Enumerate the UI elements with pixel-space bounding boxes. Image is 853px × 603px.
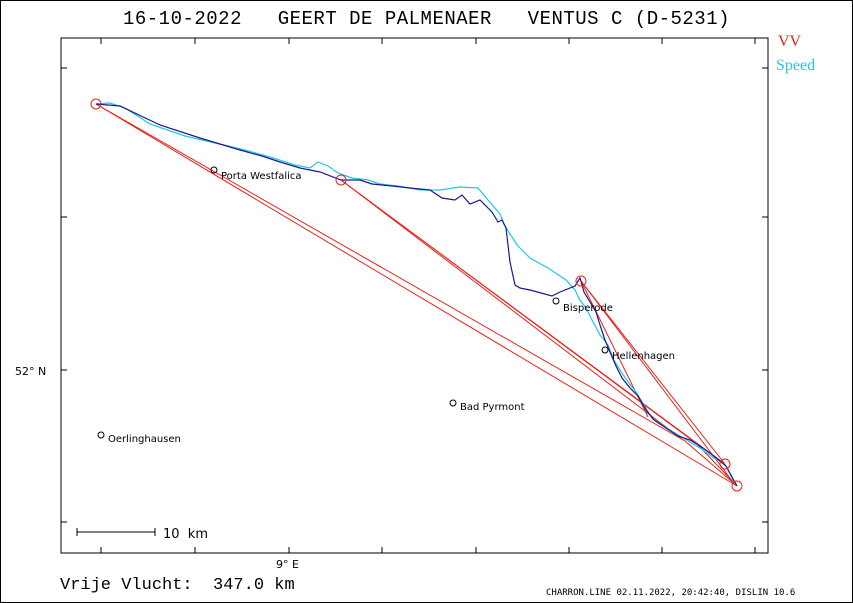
turnpoints: [90, 98, 743, 492]
footer-info: CHARRON.LINE 02.11.2022, 20:42:40, DISLI…: [546, 588, 796, 598]
scalebar: [76, 528, 156, 536]
places: [97, 166, 609, 439]
axis-ticks: [61, 38, 768, 553]
turnpoint-3: [575, 275, 587, 287]
turnpoint-2: [335, 174, 347, 186]
speed-track: [95, 102, 736, 485]
lat-axis-label: 52° N: [15, 365, 46, 378]
turnpoint-start: [90, 98, 102, 110]
task-leg-2: [95, 103, 738, 487]
flight-date: 16-10-2022: [122, 8, 242, 30]
distance-label: Vrije Vlucht:: [60, 576, 193, 595]
scalebar-label: 10 km: [163, 527, 208, 542]
place-marker-porta-westfalica: [210, 166, 218, 174]
place-label-bad-pyrmont: Bad Pyrmont: [460, 402, 525, 413]
place-marker-oerlinghausen: [97, 431, 105, 439]
pilot-name: GEERT DE PALMENAER: [277, 8, 492, 30]
lon-axis-label: 9° E: [276, 558, 299, 571]
map-border: [60, 37, 769, 554]
place-label-hellenhagen: Hellenhagen: [612, 351, 675, 362]
turnpoint-4: [719, 458, 731, 470]
flight-title: 16-10-2022 GEERT DE PALMENAER VENTUS C (…: [0, 8, 853, 30]
glider-name: VENTUS C (D-5231): [527, 8, 731, 30]
task-leg-3: [340, 179, 684, 441]
place-marker-hellenhagen: [601, 346, 609, 354]
task-lines: [95, 103, 738, 487]
distance-value: 347.0 km: [213, 576, 295, 595]
place-marker-bad-pyrmont: [449, 399, 457, 407]
legend-speed: Speed: [776, 57, 816, 74]
legend-vv: VV: [778, 33, 802, 50]
place-label-bisperode: Bisperode: [563, 303, 613, 314]
place-label-porta-westfalica: Porta Westfalica: [221, 171, 302, 182]
flight-track: [95, 103, 738, 487]
task-leg-1: [95, 103, 738, 487]
place-label-oerlinghausen: Oerlinghausen: [108, 434, 181, 445]
place-marker-bisperode: [552, 297, 560, 305]
free-flight-distance: Vrije Vlucht: 347.0 km: [60, 576, 295, 595]
turnpoint-finish: [731, 480, 743, 492]
